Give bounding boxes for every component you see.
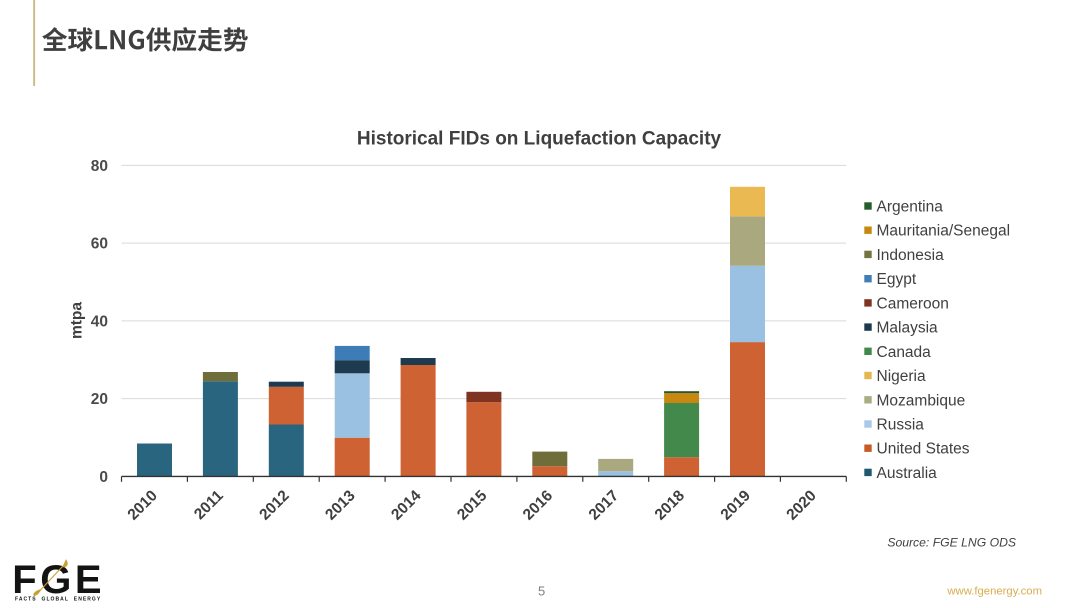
svg-text:mtpa: mtpa (69, 302, 86, 339)
svg-text:Indonesia: Indonesia (877, 247, 945, 264)
svg-text:20: 20 (91, 391, 108, 408)
svg-text:2017: 2017 (586, 487, 622, 523)
svg-text:Malaysia: Malaysia (877, 320, 939, 337)
svg-text:2013: 2013 (322, 487, 359, 524)
svg-text:5: 5 (538, 584, 545, 599)
svg-text:2011: 2011 (191, 487, 227, 523)
svg-text:Egypt: Egypt (877, 271, 917, 288)
svg-text:Historical FIDs on Liquefactio: Historical FIDs on Liquefaction Capacity (357, 129, 722, 150)
svg-text:2012: 2012 (256, 487, 292, 523)
svg-text:0: 0 (99, 469, 108, 486)
svg-text:Source: FGE LNG ODS: Source: FGE LNG ODS (887, 536, 1016, 550)
svg-text:Australia: Australia (877, 465, 938, 482)
svg-text:Cameroon: Cameroon (877, 295, 949, 312)
svg-text:2019: 2019 (718, 487, 755, 524)
svg-text:www.fgenergy.com: www.fgenergy.com (946, 586, 1042, 598)
svg-text:United States: United States (877, 441, 970, 458)
svg-text:Mozambique: Mozambique (877, 392, 966, 409)
svg-text:2014: 2014 (388, 487, 425, 524)
svg-text:FGE: FGE (12, 558, 105, 602)
svg-text:2018: 2018 (652, 487, 689, 524)
svg-text:Nigeria: Nigeria (877, 368, 926, 385)
svg-text:Argentina: Argentina (877, 199, 944, 216)
svg-text:2020: 2020 (783, 487, 819, 523)
svg-text:40: 40 (91, 314, 108, 331)
svg-text:Russia: Russia (877, 417, 925, 434)
svg-text:2010: 2010 (125, 487, 161, 523)
svg-text:60: 60 (91, 236, 108, 253)
svg-text:Canada: Canada (877, 344, 932, 361)
svg-text:80: 80 (91, 158, 108, 175)
svg-text:2015: 2015 (454, 487, 491, 524)
svg-text:2016: 2016 (520, 487, 557, 524)
svg-text:Mauritania/Senegal: Mauritania/Senegal (877, 223, 1011, 240)
svg-text:FACTS GLOBAL ENERGY: FACTS GLOBAL ENERGY (15, 596, 101, 602)
